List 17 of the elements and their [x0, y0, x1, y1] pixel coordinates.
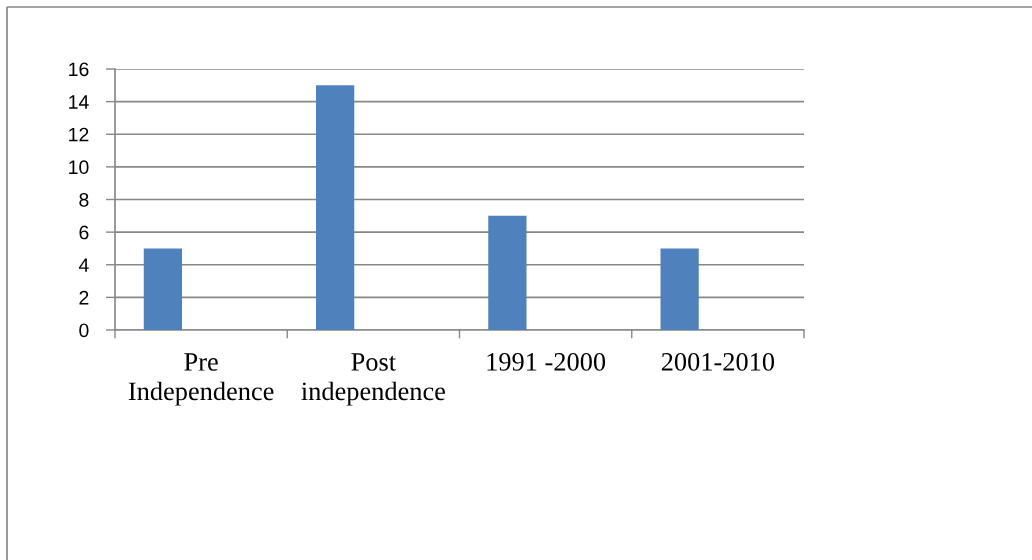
x-tick-label: 2001-2010 [661, 352, 775, 371]
x-tick-label: 1991 -2000 [487, 352, 606, 371]
bar [143, 248, 183, 330]
bar [316, 85, 355, 330]
y-tick-label: 8 [79, 192, 89, 207]
y-tick-label: 0 [79, 323, 89, 338]
y-tick-label: 6 [79, 225, 89, 240]
y-tick-label: 4 [78, 258, 89, 272]
bar [660, 248, 699, 330]
y-tick-label: 12 [69, 127, 89, 142]
bar [488, 215, 527, 330]
x-tick-label: Pre Independence [128, 353, 274, 406]
y-tick-label: 2 [79, 290, 89, 305]
y-tick-label: 14 [69, 95, 89, 109]
x-tick-label: Post independence [301, 353, 445, 406]
y-tick-label: 16 [69, 62, 89, 77]
y-tick-label: 10 [69, 160, 89, 175]
